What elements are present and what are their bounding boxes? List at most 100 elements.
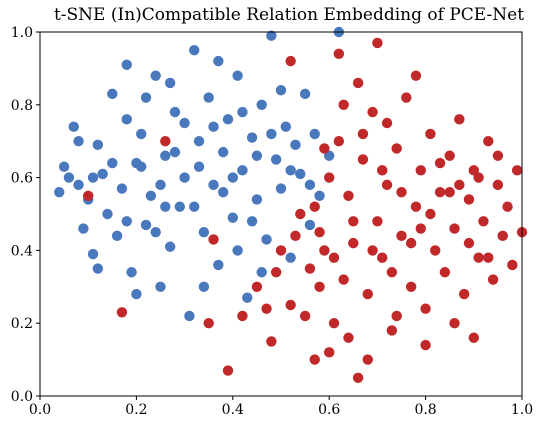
data-point — [266, 128, 277, 140]
data-point — [237, 165, 248, 176]
data-point — [107, 88, 118, 100]
data-point — [328, 252, 340, 263]
data-point — [270, 267, 282, 278]
data-point — [217, 146, 229, 158]
data-point — [68, 121, 79, 132]
x-tick-label: 0.2 — [125, 402, 147, 418]
data-point — [343, 190, 354, 201]
data-point — [328, 318, 340, 329]
data-point — [377, 252, 388, 263]
data-point — [150, 227, 161, 238]
data-point — [169, 146, 181, 158]
data-point — [381, 179, 393, 191]
data-point — [275, 245, 287, 256]
data-point — [497, 230, 508, 242]
data-point — [222, 365, 234, 376]
data-point — [203, 318, 214, 329]
data-point — [140, 92, 152, 103]
data-point — [304, 179, 316, 191]
data-point — [136, 161, 147, 172]
data-point — [511, 165, 523, 176]
data-point — [434, 157, 446, 169]
data-point — [352, 372, 364, 383]
data-point — [386, 267, 398, 278]
data-point — [396, 186, 407, 198]
data-point — [372, 216, 383, 227]
data-point — [309, 354, 320, 365]
data-point — [83, 190, 94, 201]
data-point — [54, 186, 65, 198]
data-point — [261, 234, 272, 245]
data-point — [193, 161, 205, 172]
data-point — [164, 77, 176, 89]
data-point — [502, 201, 513, 212]
data-point — [381, 117, 393, 129]
y-tick-label: 0.0 — [11, 389, 33, 405]
data-point — [463, 194, 475, 205]
data-point — [396, 230, 407, 242]
data-point — [140, 219, 152, 231]
data-point — [454, 114, 465, 125]
data-point — [444, 186, 455, 198]
data-point — [483, 136, 494, 147]
data-point — [256, 99, 267, 111]
data-point — [492, 150, 504, 161]
data-point — [348, 237, 359, 249]
data-point — [193, 136, 205, 147]
data-point — [275, 85, 287, 96]
data-point — [324, 172, 335, 183]
data-point — [434, 186, 446, 198]
data-point — [222, 114, 234, 125]
data-point — [107, 157, 118, 169]
data-point — [309, 201, 320, 212]
data-point — [463, 237, 475, 249]
data-point — [290, 139, 301, 151]
data-point — [155, 179, 166, 191]
data-point — [116, 307, 128, 318]
points-layer — [54, 26, 528, 383]
data-point — [420, 303, 431, 314]
data-point — [160, 136, 171, 147]
data-point — [242, 292, 253, 303]
data-point — [314, 227, 325, 238]
data-point — [290, 230, 301, 242]
data-point — [324, 347, 335, 358]
data-point — [483, 252, 494, 263]
data-point — [58, 161, 70, 172]
data-point — [439, 267, 451, 278]
data-point — [275, 183, 287, 194]
data-point — [473, 252, 484, 263]
data-point — [121, 59, 132, 70]
data-point — [468, 332, 479, 343]
data-point — [111, 230, 123, 242]
y-tick-label: 1.0 — [11, 25, 33, 41]
data-point — [420, 339, 431, 351]
data-point — [333, 136, 345, 147]
data-point — [237, 106, 248, 118]
data-point — [270, 154, 282, 165]
data-point — [169, 106, 181, 118]
data-point — [232, 245, 243, 256]
data-point — [492, 179, 504, 191]
data-point — [386, 325, 398, 336]
x-tick-label: 0.4 — [222, 402, 244, 418]
data-point — [208, 234, 219, 245]
data-point — [405, 237, 417, 249]
data-point — [333, 48, 345, 60]
data-point — [246, 132, 258, 143]
data-point — [213, 259, 224, 271]
data-point — [487, 274, 499, 285]
y-tick-label: 0.6 — [11, 171, 33, 187]
data-point — [198, 281, 210, 292]
data-point — [309, 128, 320, 140]
data-point — [213, 55, 224, 67]
data-point — [304, 219, 316, 231]
data-point — [444, 150, 455, 161]
data-point — [299, 88, 311, 100]
data-point — [362, 354, 373, 365]
data-point — [362, 288, 373, 300]
data-point — [266, 336, 277, 347]
data-point — [285, 299, 296, 311]
data-point — [189, 201, 200, 212]
data-point — [425, 128, 436, 140]
